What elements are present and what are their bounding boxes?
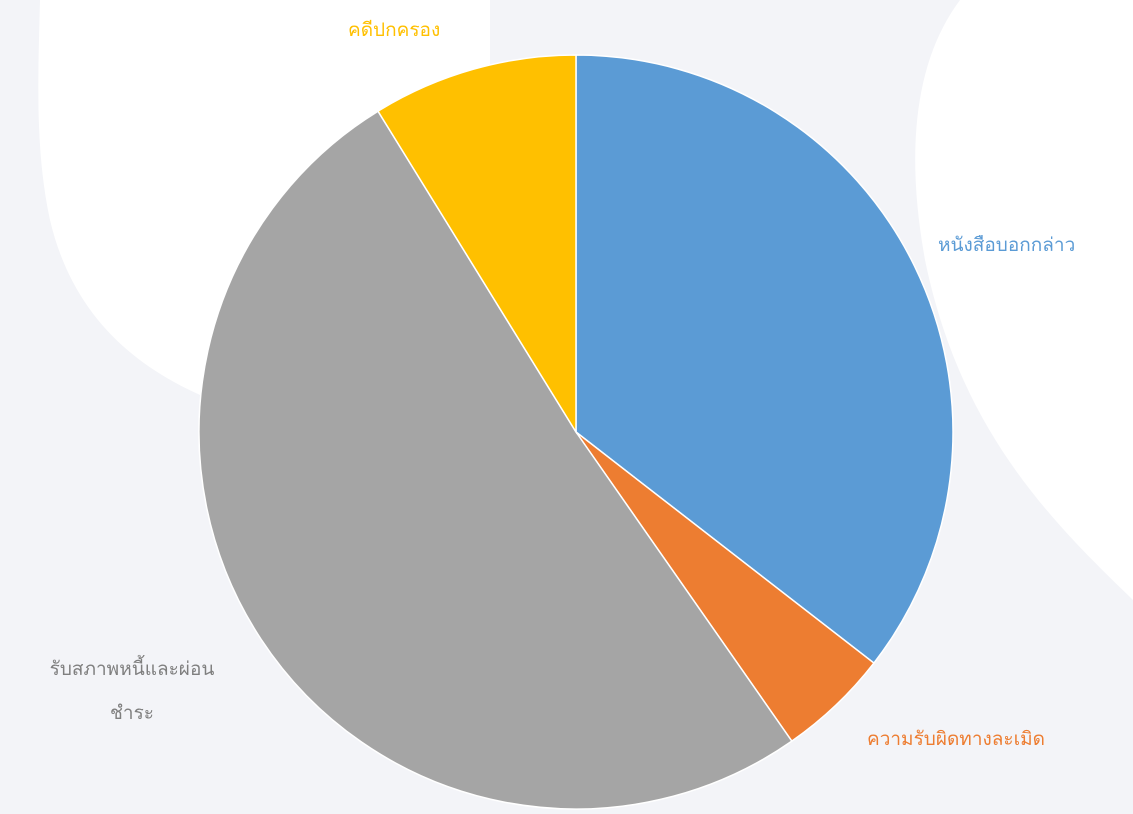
- slice-label-administrative-case: คดีปกครอง: [348, 16, 440, 44]
- background-shape-right: [915, 0, 1133, 600]
- slice-debt-acknowledgment: [198, 110, 793, 810]
- slice-label-line: คดีปกครอง: [348, 19, 441, 41]
- slice-label-tort-liability: ความรับผิดทางละเมิด: [867, 725, 1045, 753]
- slice-label-line: ชำระ: [110, 702, 154, 724]
- pie-slices: [198, 54, 954, 810]
- slice-label-line: รับสภาพหนี้และผ่อน: [49, 658, 215, 680]
- slice-label-notice-letter: หนังสือบอกกล่าว: [938, 231, 1075, 259]
- slice-label-debt-acknowledgment: รับสภาพหนี้และผ่อน ชำระ: [8, 647, 256, 735]
- slice-notice-letter: [575, 54, 954, 665]
- slice-administrative-case: [376, 54, 577, 435]
- slice-label-line: หนังสือบอกกล่าว: [938, 234, 1076, 256]
- slice-label-line: ความรับผิดทางละเมิด: [867, 728, 1045, 750]
